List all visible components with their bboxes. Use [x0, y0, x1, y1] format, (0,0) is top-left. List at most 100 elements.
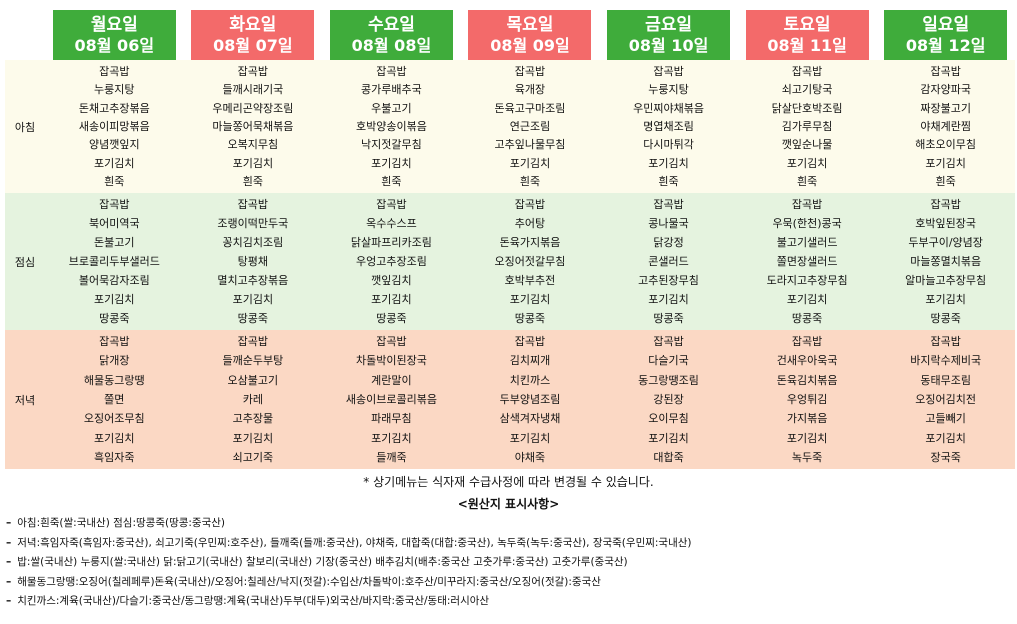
- breakfast-label: 아침: [14, 120, 36, 134]
- menu-item: 고추잎나물무침: [494, 138, 566, 152]
- dinner-column: 잡곡밥 건새우아욱국 돈육김치볶음 우엉튀김 가지볶음 포기김치 녹두죽: [738, 330, 877, 469]
- day-header-sat: 토요일 08월 11일: [745, 10, 869, 60]
- menu-item: 돈육가지볶음: [499, 236, 561, 249]
- dinner-column: 잡곡밥 김치찌개 치킨까스 두부양념조림 삼색겨자냉채 포기김치 야채죽: [461, 330, 600, 469]
- menu-item: 호박양송이볶음: [355, 119, 427, 133]
- origin-dash: –: [6, 536, 12, 549]
- menu-item: 포기김치: [509, 431, 551, 445]
- menu-item: 추어탕: [514, 217, 546, 230]
- weekly-menu-table: 월요일 08월 06일 화요일 08월 07일 수요일 08월 08일 목요일 08월 …: [5, 10, 1015, 469]
- menu-item: 포기김치: [648, 156, 689, 170]
- menu-item: 두부구이/양념장: [908, 236, 983, 249]
- origin-line: – 치킨까스:계육(국내산)/다슬기:중국산/동그랑땡:계육(국내산)두부(대두)…: [6, 592, 1006, 612]
- origin-list: – 아침:흰죽(쌀:국내산) 점심:땅콩죽(땅콩:중국산) – 저녁:흑임자죽(흑임…: [6, 514, 1006, 612]
- menu-item: 계란말이: [371, 373, 412, 387]
- menu-item: 포기김치: [925, 156, 966, 170]
- menu-item: 포기김치: [232, 156, 274, 170]
- menu-item: 조랭이떡만두국: [217, 217, 289, 230]
- menu-item: 닭살파프리카조림: [350, 236, 432, 249]
- menu-item: 잡곡밥: [653, 335, 684, 349]
- menu-item: 잡곡밥: [653, 64, 684, 78]
- menu-item: 잡곡밥: [514, 198, 546, 211]
- menu-item: 닭개장: [99, 354, 130, 368]
- menu-item: 우엉고추장조림: [355, 255, 427, 268]
- menu-item: 포기김치: [509, 293, 551, 306]
- menu-item: 흰죽: [935, 175, 956, 189]
- menu-item: 포기김치: [94, 293, 135, 306]
- menu-item: 마늘쫑멸치볶음: [910, 255, 982, 268]
- menu-item: 짜장불고기: [920, 101, 971, 115]
- menu-item: 파래무침: [371, 412, 412, 426]
- dinner-column: 잡곡밥 다슬기국 동그랑땡조림 강된장 오이무침 포기김치 대합죽: [599, 330, 738, 469]
- menu-item: 들깨죽: [376, 450, 407, 464]
- menu-item: 치킨까스: [509, 373, 551, 387]
- menu-item: 북어미역국: [88, 217, 140, 230]
- menu-item: 차돌박이된장국: [355, 354, 427, 368]
- menu-item: 흰죽: [242, 175, 263, 189]
- menu-item: 우묵(한천)콩국: [772, 217, 842, 230]
- menu-item: 땅콩죽: [791, 312, 823, 325]
- dinner-label: 저녁: [14, 393, 36, 407]
- breakfast-column: 잡곡밥 누룽지탕 돈채고추장볶음 새송이피망볶음 양념깻잎지 포기김치 흰죽: [45, 60, 184, 193]
- menu-item: 오복지무침: [227, 138, 279, 152]
- menu-item: 야채계란찜: [920, 119, 971, 133]
- menu-item: 새송이피망볶음: [78, 119, 150, 133]
- menu-item: 대합죽: [653, 450, 684, 464]
- dinner-column: 잡곡밥 닭개장 해물동그랑땡 쫄면 오징어조무침 포기김치 흑임자죽: [45, 330, 184, 469]
- dinner-section: 저녁 잡곡밥 닭개장 해물동그랑땡 쫄면 오징어조무침 포기김치 흑임자죽 잡곡밥 들깨순두부탕…: [5, 330, 1015, 469]
- menu-item: 알마늘고추장무침: [905, 274, 987, 287]
- menu-item: 우엉튀김: [786, 392, 828, 406]
- menu-item: 닭살단호박조림: [771, 101, 843, 115]
- lunch-column: 잡곡밥 옥수수스프 닭살파프리카조림 우엉고추장조림 깻잎김치 포기김치 땅콩죽: [322, 193, 461, 330]
- menu-item: 흰죽: [104, 175, 125, 189]
- lunch-column: 잡곡밥 우묵(한천)콩국 불고기샐러드 쫄면장샐러드 도라지고추장무침 포기김치 땅콩죽: [738, 193, 877, 330]
- menu-item: 흰죽: [381, 175, 402, 189]
- menu-item: 꽁치김치조림: [222, 236, 284, 249]
- lunch-column: 잡곡밥 조랭이떡만두국 꽁치김치조림 탕평채 멸치고추장볶음 포기김치 땅콩죽: [184, 193, 323, 330]
- menu-item: 잡곡밥: [514, 335, 546, 349]
- menu-item: 들깨순두부탕: [222, 354, 284, 368]
- origin-text: 치킨까스:계육(국내산)/다슬기:중국산/동그랑땡:계육(국내산)두부(대두)외…: [17, 595, 490, 607]
- menu-item: 우메리곤약장조림: [212, 101, 294, 115]
- menu-item: 잡곡밥: [791, 335, 823, 349]
- menu-item: 들깨시래기국: [222, 83, 284, 97]
- menu-item: 새송이브로콜리볶음: [345, 392, 437, 406]
- menu-item: 동태무조림: [920, 373, 971, 387]
- menu-item: 흑임자죽: [94, 450, 135, 464]
- lunch-column: 잡곡밥 북어미역국 돈불고기 브로콜리두부샐러드 볼어묵감자조림 포기김치 땅콩죽: [45, 193, 184, 330]
- menu-item: 오징어김치전: [915, 392, 977, 406]
- menu-item: 탕평채: [237, 255, 269, 268]
- lunch-section: 점심 잡곡밥 북어미역국 돈불고기 브로콜리두부샐러드 볼어묵감자조림 포기김치 땅콩죽 잡곡…: [5, 193, 1015, 330]
- menu-item: 포기김치: [648, 431, 689, 445]
- menu-item: 누룽지탕: [648, 83, 689, 97]
- menu-item: 오삼불고기: [227, 373, 279, 387]
- menu-item: 쇠고기죽: [232, 450, 274, 464]
- menu-item: 잡곡밥: [930, 64, 961, 78]
- menu-item: 땅콩죽: [930, 312, 961, 325]
- menu-item: 동그랑땡조림: [638, 373, 699, 387]
- corner-cell: [5, 10, 45, 60]
- origin-text: 밥:쌀(국내산) 누룽지(쌀:국내산) 닭:닭고기(국내산) 찰보리(국내산) …: [17, 556, 628, 568]
- menu-item: 고추장물: [232, 412, 274, 426]
- menu-item: 녹두죽: [791, 450, 823, 464]
- menu-change-note: * 상기메뉴는 식자재 수급사정에 따라 변경될 수 있습니다.: [363, 475, 654, 489]
- menu-item: 불고기샐러드: [776, 236, 838, 249]
- breakfast-column: 잡곡밥 누룽지탕 우민찌야채볶음 명엽채조림 다시마튀각 포기김치 흰죽: [599, 60, 738, 193]
- menu-item: 건새우아욱국: [776, 354, 838, 368]
- menu-item: 마늘쫑어묵채볶음: [212, 119, 294, 133]
- menu-item: 장국죽: [930, 450, 961, 464]
- origin-line: – 저녁:흑임자죽(흑임자:중국산), 쇠고기죽(우민찌:호주산), 들깨죽(들깨…: [6, 534, 1006, 554]
- menu-item: 포기김치: [786, 156, 828, 170]
- dinner-column: 잡곡밥 바지락수제비국 동태무조림 오징어김치전 고들빼기 포기김치 장국죽: [876, 330, 1015, 469]
- origin-text: 저녁:흑임자죽(흑임자:중국산), 쇠고기죽(우민찌:호주산), 들깨죽(들깨:…: [17, 536, 692, 549]
- menu-item: 잡곡밥: [237, 335, 269, 349]
- menu-item: 삼색겨자냉채: [499, 412, 561, 426]
- day-date: 08월 06일: [74, 35, 155, 55]
- day-date: 08월 09일: [490, 35, 570, 55]
- origin-dash: –: [6, 556, 12, 568]
- menu-item: 잡곡밥: [99, 335, 130, 349]
- menu-item: 잡곡밥: [99, 198, 130, 211]
- menu-item: 오징어젓갈무침: [494, 255, 566, 268]
- menu-item: 포기김치: [94, 156, 135, 170]
- lunch-column: 잡곡밥 추어탕 돈육가지볶음 오징어젓갈무침 호박부추전 포기김치 땅콩죽: [461, 193, 600, 330]
